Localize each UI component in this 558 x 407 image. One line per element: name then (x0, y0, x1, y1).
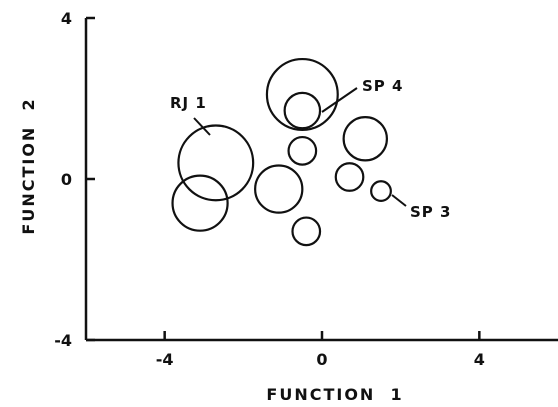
annotation-leaders (193, 87, 407, 207)
data-point (370, 180, 392, 203)
y-tick-label: 4 (61, 9, 72, 28)
x-axis-title: FUNCTION 1 (266, 385, 403, 404)
annotation-labels: RJ 1 SP 4 SP 3 (170, 77, 451, 221)
data-point (283, 91, 322, 130)
data-point (334, 162, 365, 192)
data-point (291, 216, 322, 247)
y-axis-title: FUNCTION 2 (19, 97, 38, 234)
annotation-label: SP 4 (362, 77, 403, 95)
x-tick-label: 0 (316, 350, 327, 369)
data-points (171, 57, 392, 247)
data-point (287, 135, 318, 166)
data-point (254, 164, 304, 214)
annotation-leader-line (321, 87, 358, 113)
x-tick-label: 4 (474, 350, 485, 369)
y-tick-labels: 4 0 -4 (54, 9, 72, 350)
annotation-label: RJ 1 (170, 94, 207, 112)
y-tick-label: -4 (54, 331, 72, 350)
data-point (171, 174, 229, 232)
data-point (177, 124, 255, 202)
data-point (265, 57, 339, 131)
data-point (342, 116, 388, 162)
x-tick-label: -4 (156, 350, 174, 369)
y-tick-label: 0 (61, 170, 72, 189)
annotation-leader-line (391, 194, 407, 207)
x-tick-labels: -4 0 4 (156, 350, 485, 369)
annotation-leader-line (193, 117, 211, 136)
annotation-label: SP 3 (410, 203, 451, 221)
axis-ticks (86, 16, 481, 342)
